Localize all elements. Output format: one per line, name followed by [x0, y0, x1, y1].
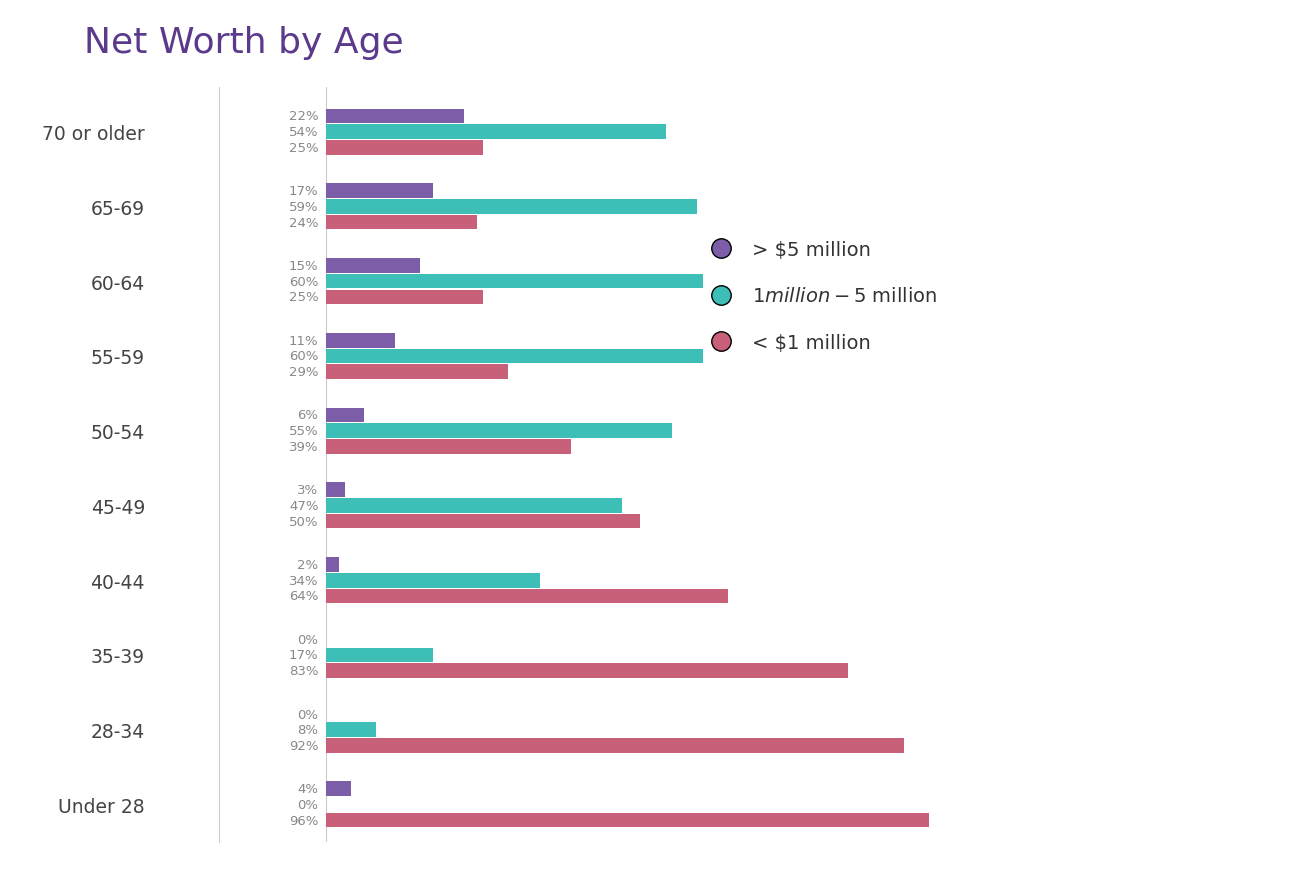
Legend: > $5 million, $1 million-$5 million, < $1 million: > $5 million, $1 million-$5 million, < $…: [694, 233, 944, 360]
Bar: [326, 184, 433, 199]
Bar: [326, 141, 484, 155]
Text: 17%: 17%: [289, 185, 319, 198]
Bar: [326, 290, 484, 305]
Text: 24%: 24%: [289, 217, 319, 230]
Text: 15%: 15%: [289, 260, 319, 273]
Text: 34%: 34%: [289, 574, 319, 587]
Text: 64%: 64%: [289, 589, 319, 602]
Bar: [326, 110, 464, 125]
Bar: [326, 275, 703, 289]
Bar: [326, 648, 433, 662]
Bar: [326, 574, 539, 588]
Text: 59%: 59%: [289, 201, 319, 214]
Text: 54%: 54%: [289, 126, 319, 139]
Bar: [326, 514, 640, 529]
Text: 47%: 47%: [289, 499, 319, 512]
Bar: [326, 259, 421, 274]
Text: 39%: 39%: [289, 440, 319, 453]
Text: 96%: 96%: [289, 814, 319, 827]
Text: 3%: 3%: [298, 484, 319, 496]
Bar: [326, 664, 848, 678]
Text: Net Worth by Age: Net Worth by Age: [84, 26, 404, 61]
Bar: [326, 499, 622, 513]
Bar: [326, 813, 930, 828]
Bar: [326, 723, 377, 738]
Bar: [326, 558, 339, 572]
Text: 0%: 0%: [298, 708, 319, 721]
Bar: [326, 424, 672, 438]
Text: 4%: 4%: [298, 782, 319, 795]
Text: 60%: 60%: [289, 275, 319, 289]
Bar: [326, 349, 703, 364]
Text: 25%: 25%: [289, 291, 319, 304]
Text: 55%: 55%: [289, 424, 319, 438]
Text: 8%: 8%: [298, 724, 319, 737]
Bar: [326, 216, 477, 230]
Bar: [326, 125, 666, 139]
Text: 11%: 11%: [289, 334, 319, 347]
Bar: [326, 781, 351, 796]
Bar: [326, 738, 904, 752]
Text: 50%: 50%: [289, 515, 319, 528]
Text: 25%: 25%: [289, 142, 319, 154]
Bar: [326, 333, 395, 348]
Text: 2%: 2%: [298, 559, 319, 572]
Bar: [326, 200, 697, 215]
Text: 29%: 29%: [289, 366, 319, 379]
Bar: [326, 408, 364, 423]
Bar: [326, 589, 729, 603]
Text: 6%: 6%: [298, 409, 319, 422]
Text: 0%: 0%: [298, 798, 319, 811]
Bar: [326, 483, 344, 497]
Text: 92%: 92%: [289, 739, 319, 752]
Bar: [326, 439, 571, 454]
Text: 60%: 60%: [289, 350, 319, 363]
Bar: [326, 365, 508, 380]
Text: 17%: 17%: [289, 649, 319, 662]
Text: 22%: 22%: [289, 111, 319, 124]
Text: 0%: 0%: [298, 633, 319, 646]
Text: 83%: 83%: [289, 665, 319, 677]
